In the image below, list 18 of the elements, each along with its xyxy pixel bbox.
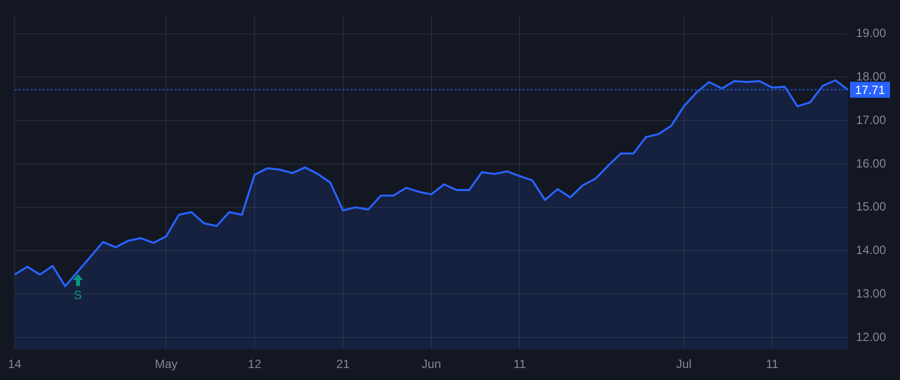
- x-tick-label: Jun: [422, 357, 442, 372]
- y-tick-label: 13.00: [856, 286, 886, 300]
- y-tick-label: 17.00: [856, 112, 886, 127]
- annotation: S: [74, 288, 82, 302]
- y-tick-label: 15.00: [856, 200, 886, 214]
- y-tick-label: 12.00: [856, 330, 886, 344]
- y-tick-label: 19.00: [856, 26, 886, 40]
- y-tick-label: 18.00: [856, 70, 886, 84]
- x-tick-label: 21: [336, 357, 350, 372]
- x-tick-label: 14: [8, 357, 22, 372]
- y-tick-label: 14.00: [856, 243, 886, 258]
- x-tick-label: 11: [766, 357, 779, 372]
- x-tick-label: Jul: [676, 357, 692, 372]
- x-tick-label: May: [154, 357, 178, 372]
- x-tick-label: 11: [513, 357, 526, 372]
- x-tick-label: 12: [248, 357, 262, 372]
- ref-line-label: 17.71: [855, 83, 886, 98]
- y-tick-label: 16.00: [856, 156, 886, 170]
